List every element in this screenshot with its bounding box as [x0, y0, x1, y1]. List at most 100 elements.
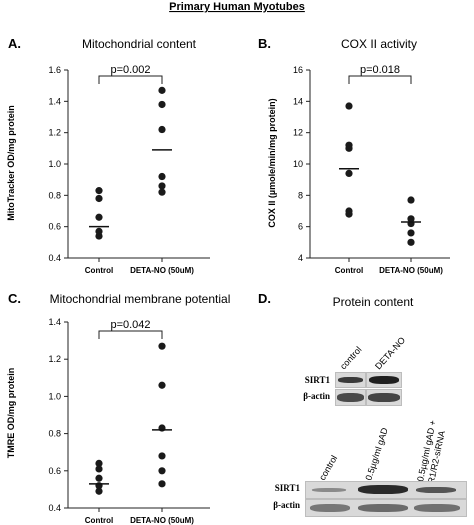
data-point — [158, 467, 166, 475]
y-tick-label: 10 — [293, 159, 303, 169]
panel-c-title: Mitochondrial membrane potential — [50, 292, 231, 306]
blot-top-actin-lane1 — [335, 389, 366, 406]
band — [358, 485, 408, 494]
y-tick-label: 1.0 — [48, 391, 61, 401]
figure-title: Primary Human Myotubes — [169, 1, 305, 13]
panel-a-title: Mitochondrial content — [82, 37, 197, 51]
p-value-label: p=0.018 — [360, 64, 400, 76]
y-tick-label: 1.6 — [48, 65, 61, 75]
data-point — [407, 229, 415, 237]
y-tick-label: 0.8 — [48, 429, 61, 439]
x-tick-label: Control — [85, 266, 113, 275]
y-tick-label: 0.4 — [48, 503, 61, 513]
data-point — [95, 474, 103, 482]
panel-b-letter: B. — [258, 36, 271, 51]
data-point — [407, 238, 415, 246]
blot-top-row-sirt1: SIRT1 — [305, 375, 331, 385]
blot-bottom-row-sirt1: SIRT1 — [275, 483, 301, 493]
data-point — [158, 480, 166, 488]
y-tick-label: 1.4 — [48, 96, 61, 106]
blot-bottom-actin — [305, 499, 467, 517]
y-tick-label: 0.4 — [48, 253, 61, 263]
data-point — [158, 452, 166, 460]
panel-d-letter: D. — [258, 291, 271, 306]
data-point — [95, 213, 103, 221]
panel-c: C. Mitochondrial membrane potential TMRE… — [6, 291, 230, 525]
panel-c-ylabel: TMRE OD/mg protein — [6, 368, 16, 459]
y-tick-label: 0.6 — [48, 222, 61, 232]
panel-b-title: COX II activity — [341, 37, 417, 51]
blot-bottom-lane-gad-sirna: 0.5µg/ml gAD + R1/R2-siRNA — [415, 417, 449, 485]
y-tick-label: 16 — [293, 65, 303, 75]
data-point — [345, 169, 353, 177]
blot-top-row-actin: β-actin — [303, 391, 330, 401]
data-point — [95, 459, 103, 467]
panel-b: B. COX II activity COX II (µmole/min/mg … — [258, 36, 450, 275]
data-point — [95, 194, 103, 203]
data-point — [158, 182, 166, 190]
blot-top-actin-lane2 — [366, 389, 402, 406]
band — [358, 504, 408, 512]
panel-a: A. Mitochondrial content MitoTracker OD/… — [6, 36, 210, 275]
panel-b-ylabel: COX II (µmole/min/mg protein) — [267, 98, 277, 227]
blot-top-lane-deta-no: DETA-NO — [373, 335, 407, 371]
blot-bottom-lane-gad: 0.5µg/ml gAD — [363, 426, 390, 482]
data-point — [407, 196, 415, 204]
y-tick-label: 1.0 — [48, 159, 61, 169]
data-point — [95, 465, 103, 473]
band — [414, 504, 460, 512]
y-tick-label: 0.8 — [48, 190, 61, 200]
blot-bottom-lane-control: control — [317, 454, 339, 482]
blot-bottom-sirt1 — [305, 481, 467, 499]
y-tick-label: 6 — [298, 222, 303, 232]
significance-bracket — [348, 75, 412, 84]
y-tick-label: 1.2 — [48, 354, 61, 364]
data-point — [158, 100, 166, 109]
data-point — [345, 144, 353, 152]
blot-top-sirt1-lane2 — [366, 372, 402, 388]
data-point — [158, 188, 166, 196]
y-tick-label: 8 — [298, 190, 303, 200]
data-point — [407, 219, 415, 228]
y-tick-label: 1.4 — [48, 317, 61, 327]
band — [416, 487, 456, 493]
data-point — [158, 381, 166, 389]
band — [337, 393, 364, 402]
band — [312, 488, 346, 492]
panel-c-letter: C. — [8, 291, 21, 306]
data-point — [345, 210, 353, 218]
significance-bracket — [98, 330, 163, 339]
x-tick-label: Control — [85, 516, 113, 525]
data-point — [158, 86, 166, 94]
significance-bracket — [98, 75, 163, 84]
p-value-label: p=0.042 — [110, 319, 150, 331]
data-point — [158, 172, 166, 181]
x-tick-label: DETA-NO (50uM) — [130, 516, 194, 525]
y-tick-label: 14 — [293, 96, 303, 106]
x-tick-label: DETA-NO (50uM) — [379, 266, 443, 275]
band — [310, 504, 350, 512]
band — [338, 377, 363, 383]
blot-bottom-row-actin: β-actin — [273, 500, 300, 510]
x-tick-label: DETA-NO (50uM) — [130, 266, 194, 275]
x-tick-label: Control — [335, 266, 363, 275]
data-point — [345, 102, 353, 110]
panel-d-title: Protein content — [333, 295, 414, 309]
data-point — [158, 125, 166, 134]
data-point — [95, 487, 103, 495]
y-tick-label: 4 — [298, 253, 303, 263]
band — [368, 393, 400, 402]
blot-top-lane-control: control — [338, 345, 364, 372]
p-value-label: p=0.002 — [110, 64, 150, 76]
y-tick-label: 12 — [293, 128, 303, 138]
panel-a-letter: A. — [8, 36, 21, 51]
band — [369, 376, 399, 384]
blot-top-sirt1-lane1 — [335, 372, 366, 388]
data-point — [95, 232, 103, 240]
panel-a-ylabel: MitoTracker OD/mg protein — [6, 105, 16, 221]
y-tick-label: 0.6 — [48, 466, 61, 476]
data-point — [95, 187, 103, 195]
data-point — [158, 342, 166, 350]
y-tick-label: 1.2 — [48, 128, 61, 138]
